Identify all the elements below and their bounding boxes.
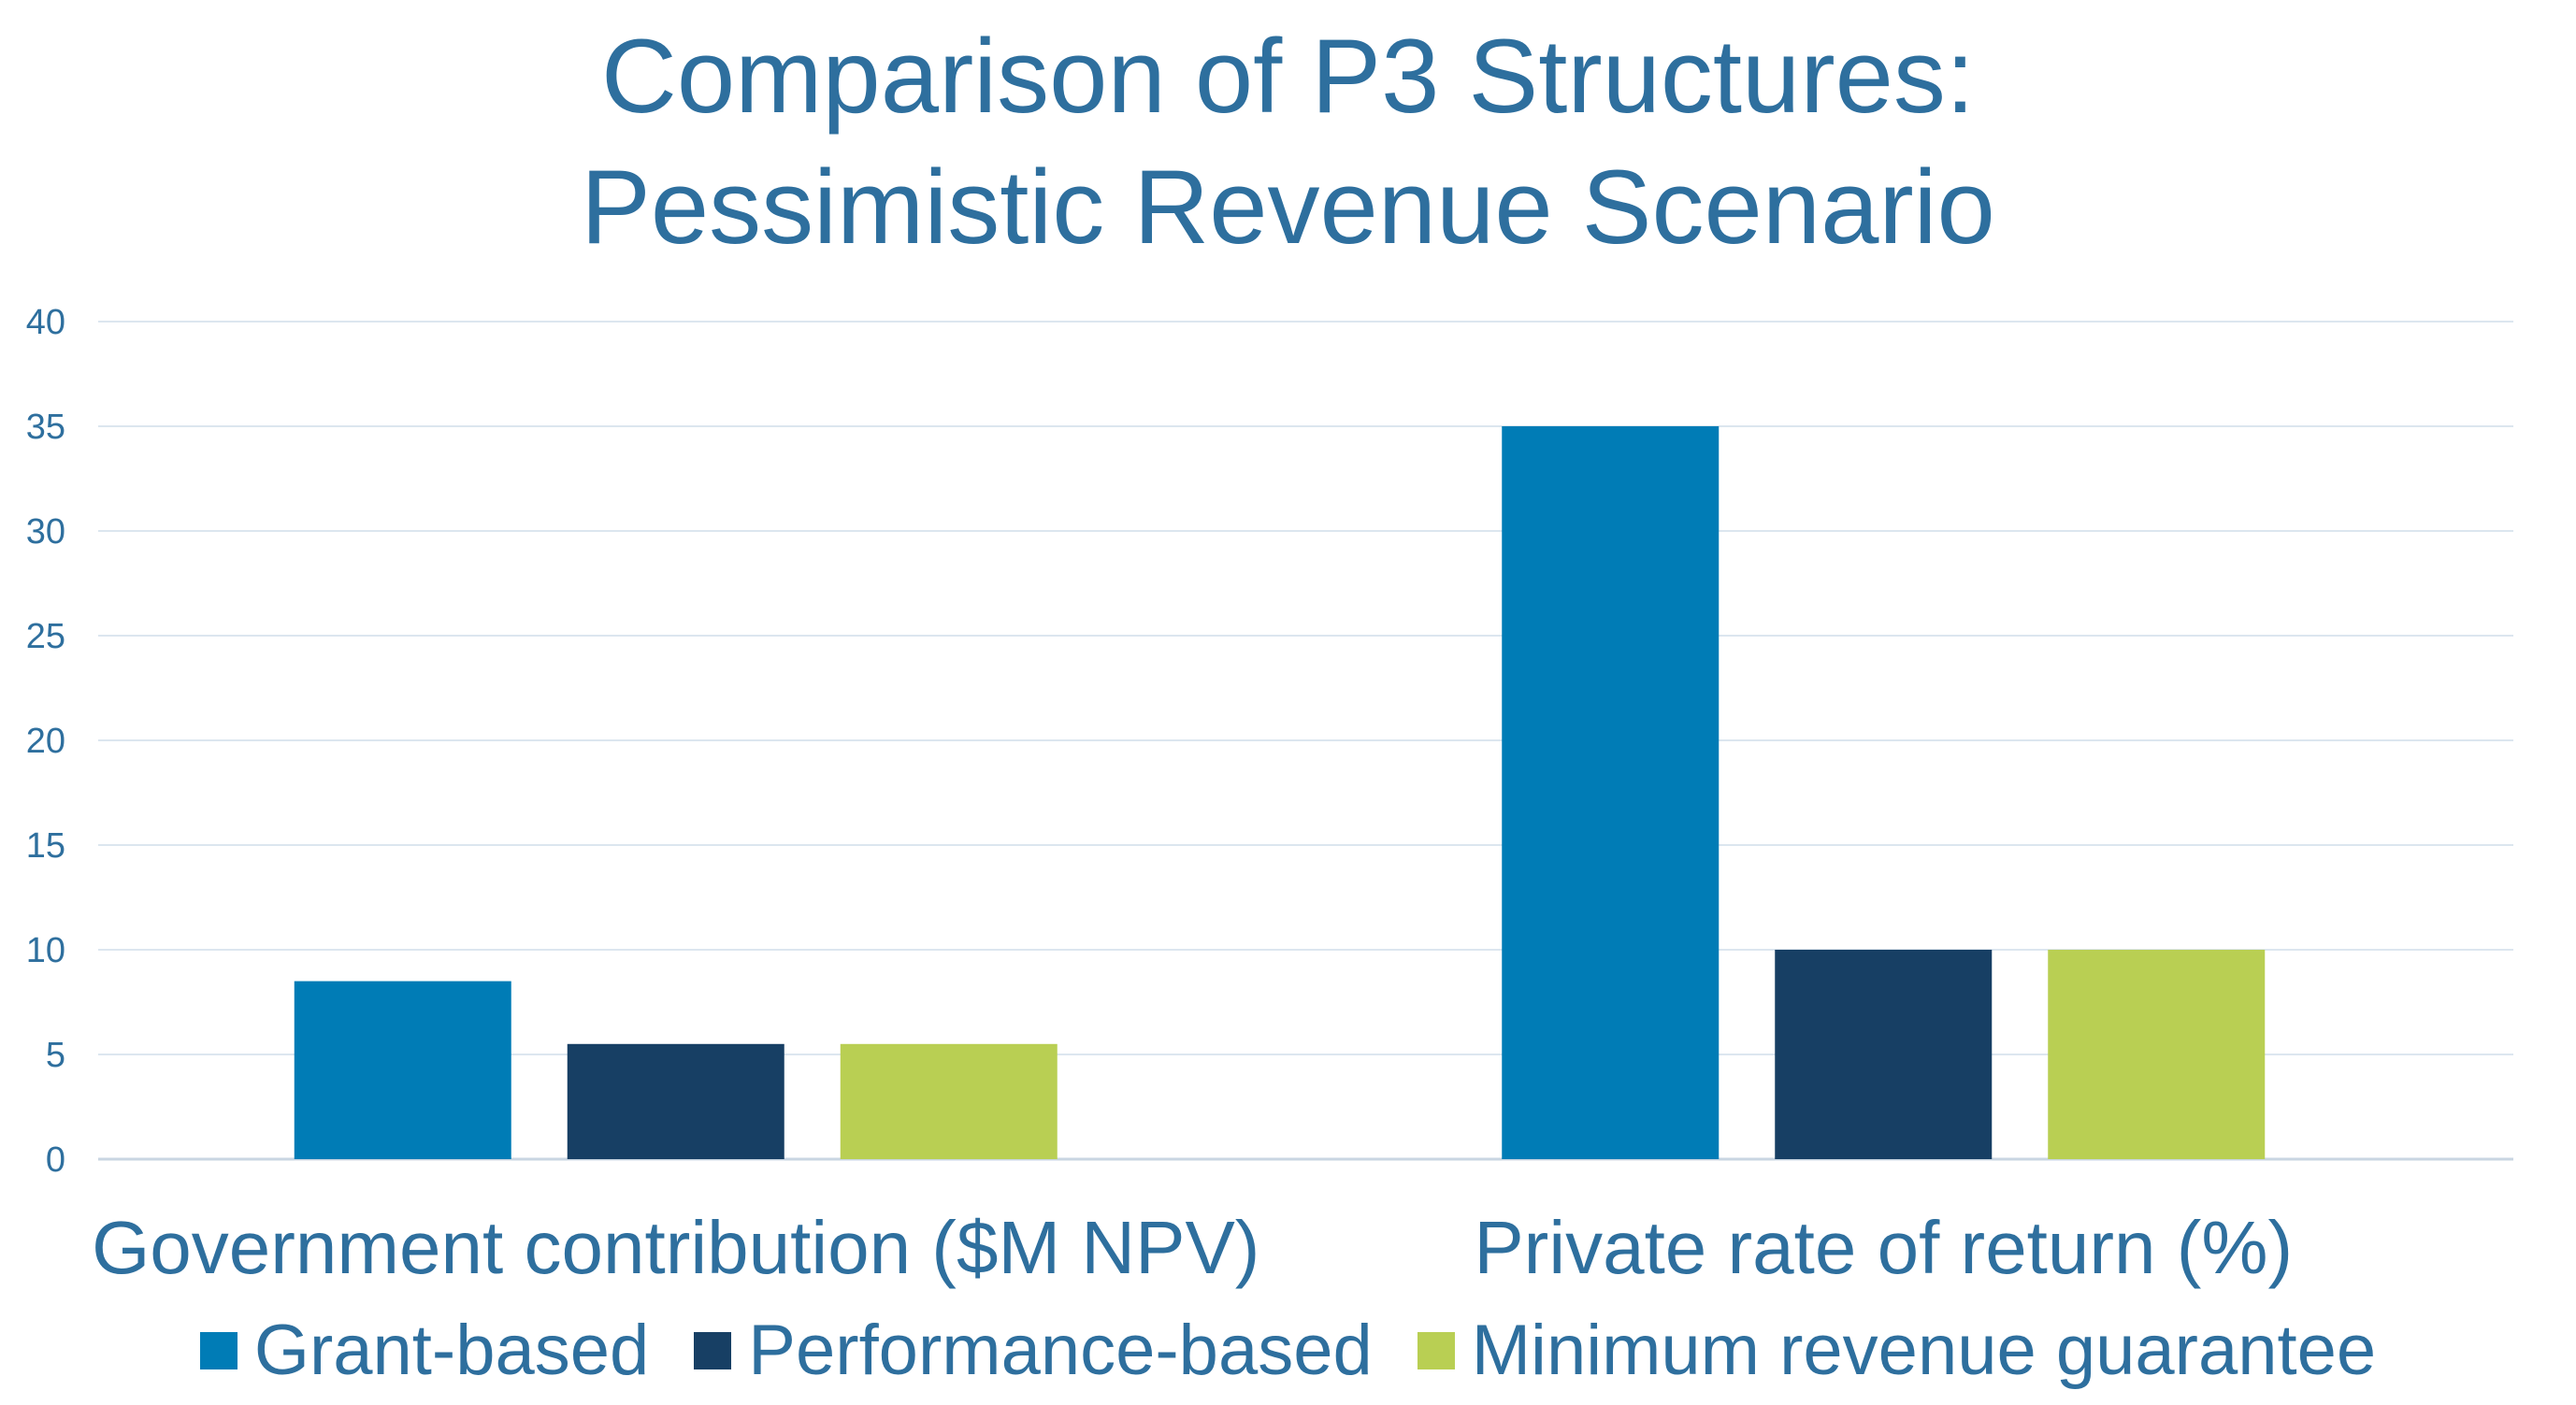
legend-item: Minimum revenue guarantee (1417, 1309, 2377, 1393)
x-category-label: Government contribution ($M NPV) (92, 1206, 1259, 1289)
chart-title-line-1: Comparison of P3 Structures: (600, 18, 1976, 135)
y-tick-label: 10 (26, 931, 65, 970)
legend-label: Performance-based (748, 1311, 1373, 1390)
legend-label: Minimum revenue guarantee (1471, 1311, 2377, 1390)
y-axis-ticks: 0 5 10 15 20 25 30 35 40 (26, 303, 65, 1180)
bar-minimum-revenue-guarantee (840, 1043, 1058, 1159)
bars (294, 426, 2266, 1159)
legend-item: Performance-based (694, 1309, 1373, 1393)
bar-performance-based (1775, 950, 1993, 1159)
bar-performance-based (567, 1043, 784, 1159)
bar-grant-based (294, 981, 511, 1159)
y-tick-label: 5 (46, 1036, 65, 1075)
y-tick-label: 0 (46, 1140, 65, 1180)
legend-item: Grant-based (199, 1309, 650, 1393)
x-category-label: Private rate of return (%) (1474, 1206, 2293, 1289)
y-tick-label: 15 (26, 826, 65, 866)
legend-swatch (199, 1332, 237, 1369)
legend-swatch (694, 1332, 732, 1369)
y-tick-label: 25 (26, 617, 65, 656)
chart-legend: Grant-based Performance-based Minimum reve… (0, 1309, 2576, 1393)
chart-title: Comparison of P3 Structures: Pessimistic… (0, 11, 2576, 273)
y-tick-label: 20 (26, 722, 65, 761)
y-tick-label: 30 (26, 512, 65, 552)
chart-title-line-2: Pessimistic Revenue Scenario (581, 149, 1995, 265)
x-axis-categories: Government contribution ($M NPV) Private … (92, 1206, 2293, 1289)
legend-swatch (1417, 1332, 1455, 1369)
bar-grant-based (1502, 426, 1720, 1159)
y-tick-label: 35 (26, 408, 65, 447)
y-tick-label: 40 (26, 303, 65, 342)
legend-label: Grant-based (253, 1311, 650, 1390)
bar-minimum-revenue-guarantee (2048, 950, 2266, 1159)
